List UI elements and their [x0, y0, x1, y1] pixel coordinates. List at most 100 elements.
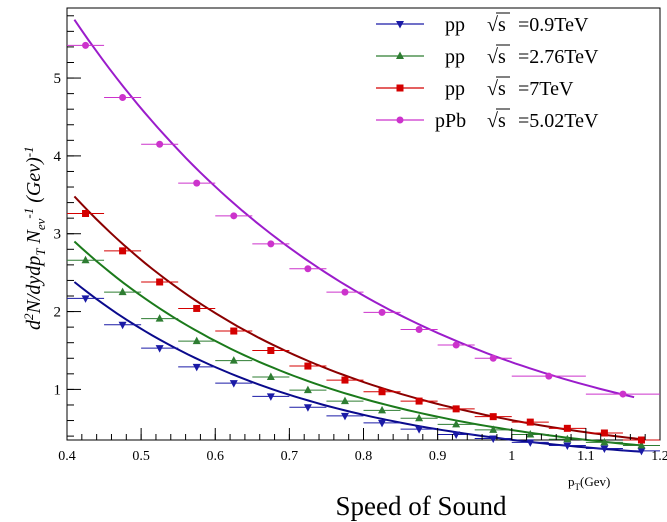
- marker-triangle-down: [266, 393, 275, 401]
- marker-square: [637, 436, 645, 444]
- marker-circle: [341, 288, 349, 296]
- x-tick-label: 1.1: [577, 449, 595, 464]
- marker-triangle-up: [229, 356, 238, 364]
- marker-triangle-down: [415, 426, 424, 434]
- marker-square: [415, 397, 423, 405]
- legend-entry: pp √s =2.76TeV: [376, 44, 599, 68]
- marker-triangle-down: [340, 412, 349, 421]
- marker-triangle-down: [563, 442, 572, 450]
- marker-circle: [82, 41, 90, 49]
- marker-circle: [545, 372, 553, 380]
- legend-sqrt-s: √s: [487, 78, 506, 100]
- x-tick-label: 0.4: [58, 449, 76, 464]
- marker-square: [452, 405, 460, 413]
- legend-system: pp: [445, 14, 465, 36]
- x-tick-label: 0.5: [132, 449, 150, 464]
- marker-triangle-down: [192, 363, 201, 372]
- y-tick-label: 4: [54, 149, 62, 165]
- x-tick-label: 0.8: [355, 449, 373, 464]
- marker-square: [267, 346, 275, 354]
- fit-curve: [73, 281, 642, 453]
- marker-circle: [267, 240, 275, 248]
- marker-triangle-up: [118, 287, 127, 296]
- legend-entry: pPb √s =5.02TeV: [376, 108, 599, 132]
- marker-circle: [378, 308, 386, 316]
- y-tick-label: 2: [54, 305, 62, 321]
- marker-square: [378, 388, 386, 396]
- marker-triangle-up: [81, 255, 90, 264]
- x-tick-label: 1.2: [651, 449, 667, 464]
- marker-triangle-up: [396, 51, 404, 59]
- marker-square: [304, 362, 312, 370]
- legend-energy: =5.02TeV: [518, 110, 599, 132]
- marker-triangle-down: [452, 431, 461, 440]
- y-tick-label: 1: [54, 382, 62, 398]
- legend-sqrt-s: √s: [487, 46, 506, 68]
- marker-triangle-down: [303, 404, 312, 412]
- fit-curve: [73, 19, 635, 399]
- marker-triangle-down: [378, 419, 387, 428]
- marker-circle: [156, 140, 164, 148]
- marker-triangle-up: [637, 440, 646, 449]
- x-axis-title: Speed of Sound: [336, 491, 507, 521]
- legend-system: pp: [445, 78, 465, 100]
- marker-triangle-down: [396, 21, 404, 29]
- marker-triangle-up: [452, 419, 461, 428]
- series-points: [67, 295, 660, 456]
- legend-energy: =7TeV: [518, 78, 574, 100]
- marker-triangle-up: [192, 336, 201, 345]
- marker-triangle-up: [415, 413, 424, 422]
- legend-system: pPb: [435, 110, 466, 132]
- marker-triangle-up: [340, 396, 349, 405]
- x-tick-label: 1: [508, 449, 515, 464]
- marker-circle: [452, 341, 460, 349]
- legend-energy: =0.9TeV: [518, 14, 589, 36]
- marker-square: [82, 209, 90, 217]
- y-axis-title: d2N/dydpT Nev-1 (Gev)-1: [21, 146, 48, 330]
- marker-square: [341, 376, 349, 384]
- legend: pp √s =0.9TeV pp √s =2.76TeV pp √s =7TeV pPb √s =5.…: [376, 12, 599, 132]
- legend-entry: pp √s =0.9TeV: [376, 12, 589, 36]
- marker-triangle-up: [563, 434, 572, 443]
- marker-circle: [619, 390, 627, 398]
- marker-square: [526, 418, 534, 426]
- marker-circle: [396, 116, 404, 124]
- x-tick-label: 0.9: [429, 449, 447, 464]
- marker-circle: [489, 354, 497, 362]
- marker-circle: [230, 212, 238, 220]
- marker-circle: [415, 325, 423, 333]
- marker-square: [396, 84, 404, 92]
- marker-square: [489, 413, 497, 421]
- marker-triangle-down: [118, 321, 127, 330]
- marker-triangle-up: [266, 372, 275, 380]
- legend-sqrt-s: √s: [487, 110, 506, 132]
- marker-triangle-down: [637, 447, 646, 456]
- plot-frame: [66, 7, 661, 441]
- marker-triangle-up: [303, 385, 312, 394]
- marker-triangle-down: [81, 295, 90, 303]
- series-points: [67, 41, 660, 398]
- marker-triangle-up: [378, 405, 387, 414]
- marker-triangle-down: [229, 380, 238, 388]
- marker-triangle-up: [155, 314, 164, 322]
- fit-curve: [73, 240, 642, 447]
- marker-triangle-up: [526, 430, 535, 438]
- y-axis-ticks: 1 2 3 4 5: [54, 15, 81, 437]
- x-axis-ticks: 0.4 0.5 0.6 0.7 0.8 0.9 1 1.1 1.2: [58, 428, 667, 464]
- legend-energy: =2.76TeV: [518, 46, 599, 68]
- series-points: [67, 209, 660, 444]
- marker-circle: [304, 265, 312, 273]
- legend-system: pp: [445, 46, 465, 68]
- legend-entry: pp √s =7TeV: [376, 76, 574, 100]
- y-tick-label: 5: [54, 71, 62, 87]
- marker-triangle-down: [155, 345, 164, 353]
- marker-triangle-up: [600, 437, 609, 446]
- marker-square: [230, 327, 238, 335]
- marker-triangle-down: [489, 435, 498, 443]
- legend-sqrt-s: √s: [487, 14, 506, 36]
- data-points: [67, 41, 660, 456]
- marker-square: [119, 247, 127, 255]
- series-points: [67, 255, 660, 449]
- x-tick-label: 0.7: [281, 449, 299, 464]
